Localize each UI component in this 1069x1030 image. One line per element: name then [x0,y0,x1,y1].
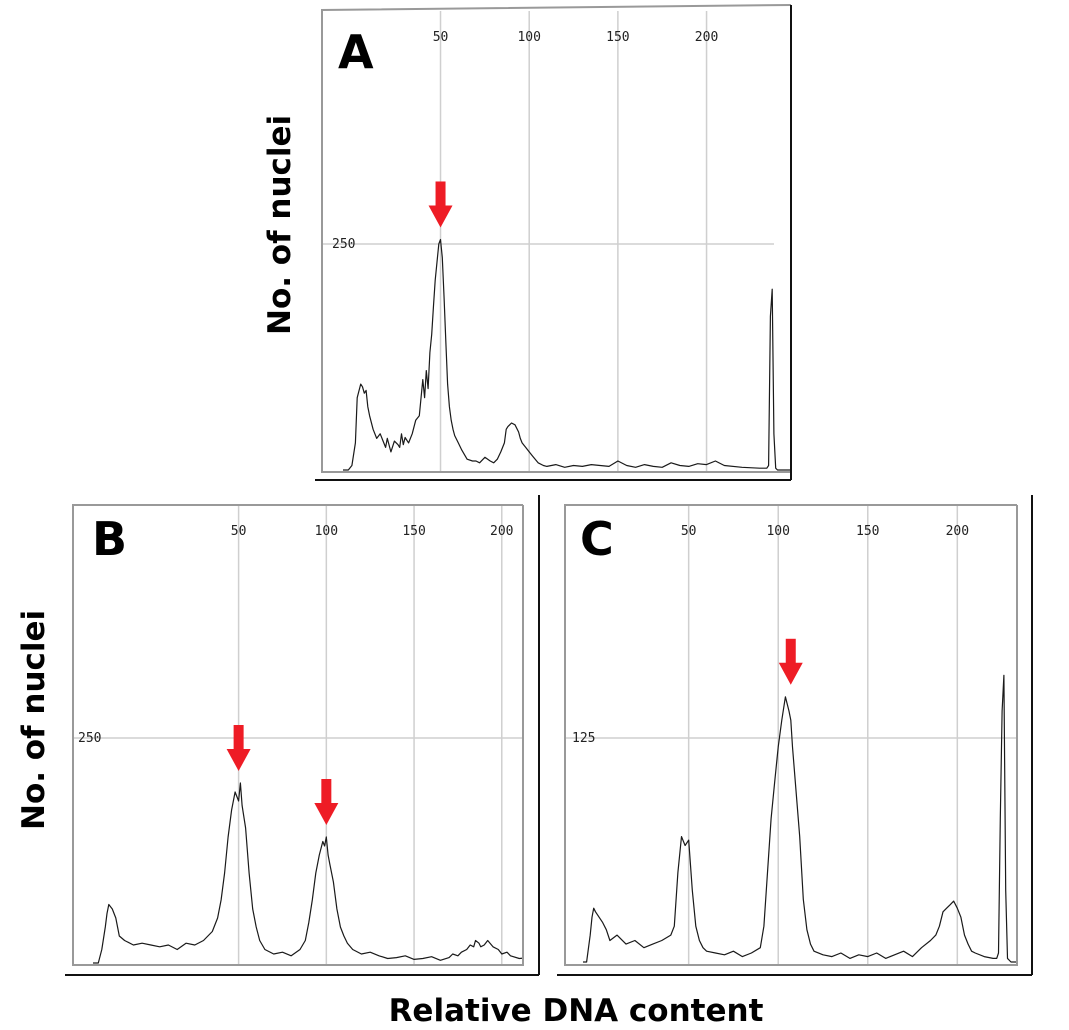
panel-b-series-line [93,782,522,964]
panel-a-peak-arrow-50-head [428,205,453,228]
panel-b-peak-arrow-100 [314,779,339,825]
panel-b-y-tick-label-250: 250 [78,731,101,746]
panel-c-frame [564,504,1018,966]
panel-b-peak-arrow-50 [226,725,251,771]
panel-b-x-tick-label-100: 100 [315,524,338,539]
panel-b-letter: B [92,512,127,566]
panel-b [65,495,540,976]
x-axis-label: Relative DNA content [389,993,764,1029]
panel-c-x-tick-label-200: 200 [946,524,969,539]
panel-a-y-tick-label-250: 250 [332,237,355,252]
panel-b-x-tick-label-150: 150 [402,524,425,539]
panel-a-letter: A [338,25,374,79]
panel-a [315,4,792,481]
panel-b-x-tick-label-50: 50 [231,524,247,539]
panel-a-x-tick-label-100: 100 [517,30,540,45]
panel-b-peak-arrow-100-head [314,803,339,825]
panel-c-y-tick-label-125: 125 [572,731,595,746]
panel-a-chart: 50 100 150 200 250 [323,11,790,471]
panel-c-peak-arrow-107-shaft [785,638,796,665]
panel-c-x-tick-label-150: 150 [856,524,879,539]
plots: 50 100 150 200 250 50 100 150 200 250 50 100 150 200 1… [74,11,1016,964]
panel-c-peak-arrow-107 [778,638,803,685]
panel-a-series-line [343,238,790,471]
panel-c [557,495,1033,976]
panel-c-chart: 50 100 150 200 125 [566,506,1016,964]
panel-b-peak-arrow-50-head [226,749,251,771]
panel-b-peak-arrow-50-shaft [233,725,244,751]
panel-b-chart: 50 100 150 200 250 [74,506,522,964]
y-axis-label-top: No. of nuclei [262,115,298,335]
panel-a-frame [321,4,792,473]
y-axis-label-bottom: No. of nuclei [16,610,52,830]
panel-a-x-tick-label-50: 50 [433,30,449,45]
panel-a-x-tick-label-150: 150 [606,30,629,45]
panel-a-peak-arrow-50 [428,181,453,228]
panel-c-series-line [583,674,1016,963]
panel-c-peak-arrow-107-head [778,662,803,685]
panel-b-peak-arrow-100-shaft [321,779,332,805]
panel-b-frame [72,504,524,966]
panel-c-x-tick-label-50: 50 [681,524,697,539]
panel-b-x-tick-label-200: 200 [490,524,513,539]
panel-c-letter: C [580,512,614,566]
panel-a-x-tick-label-200: 200 [695,30,718,45]
panel-a-peak-arrow-50-shaft [435,181,446,208]
panel-c-x-tick-label-100: 100 [766,524,789,539]
